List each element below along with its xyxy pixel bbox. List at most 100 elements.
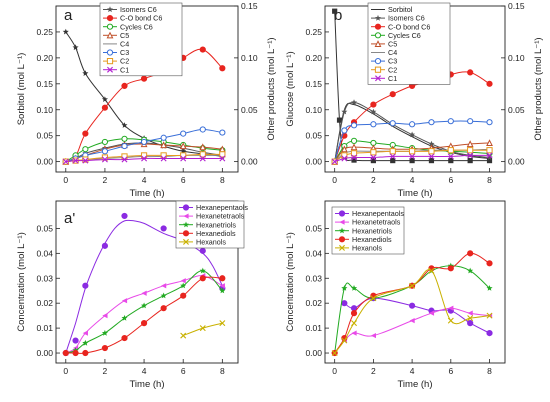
legend-marker [374, 40, 382, 47]
legend-label: Cycles C6 [388, 31, 421, 40]
data-point [141, 302, 148, 309]
legend-label: C5 [388, 40, 397, 49]
x-tick-label: 2 [103, 175, 108, 185]
data-point [351, 154, 358, 161]
legend-marker [338, 236, 346, 243]
data-point [101, 96, 108, 102]
data-point [82, 339, 89, 346]
legend-label: C3 [120, 48, 129, 57]
data-point [180, 282, 187, 289]
data-point [409, 318, 415, 324]
y-tick-label: 0.02 [36, 298, 53, 308]
y-tick-label: 0.01 [36, 323, 53, 333]
data-point [428, 310, 435, 316]
data-point [199, 46, 206, 53]
data-point [340, 145, 348, 153]
panel-label: a' [64, 210, 75, 227]
y-tick-label: 0.03 [36, 273, 53, 283]
y-tick-label: 0.20 [36, 53, 53, 63]
data-point [332, 8, 338, 14]
legend-marker [339, 244, 345, 251]
y-tick-label: 0.05 [36, 131, 53, 141]
data-point [448, 157, 454, 164]
data-point [101, 104, 109, 111]
data-point [82, 156, 89, 163]
data-point [199, 247, 206, 254]
legend-item: Isomers C6 [103, 5, 157, 14]
legend-label: Sorbitol [388, 5, 413, 14]
data-point [219, 65, 226, 72]
data-point [101, 242, 109, 249]
data-point [350, 137, 358, 144]
data-point [370, 154, 377, 161]
legend-item: C-O bond C6 [371, 22, 430, 31]
legend-item: C1 [371, 74, 397, 83]
x-tick-label: 0 [63, 175, 68, 185]
data-point [199, 155, 206, 162]
data-point [121, 82, 128, 89]
series-line [65, 142, 223, 163]
data-point [466, 140, 474, 148]
y2-tick-label: 0.05 [241, 105, 258, 115]
data-point [341, 300, 348, 307]
series-line [65, 48, 223, 163]
y-tick-label: 0.03 [305, 273, 322, 283]
data-point [199, 151, 206, 158]
data-point [351, 157, 357, 163]
legend-label: Hexanols [196, 238, 226, 247]
data-point [82, 349, 89, 357]
legend-label: Hexanediols [352, 235, 392, 244]
x-tick-label: 0 [63, 366, 68, 376]
data-point [467, 267, 474, 274]
legend-item: C-O bond C6 [103, 14, 162, 23]
data-point [447, 317, 454, 324]
legend-item: C3 [371, 57, 397, 66]
data-point [409, 157, 415, 164]
data-point [486, 119, 493, 126]
x-tick-label: 6 [181, 175, 186, 185]
y2-tick-label: 0.05 [508, 105, 525, 115]
data-point [350, 143, 358, 151]
legend-marker [339, 227, 345, 234]
legend-item: C5 [371, 40, 397, 49]
data-point [486, 154, 493, 161]
legend-marker [182, 230, 190, 237]
data-point [180, 130, 187, 137]
data-point [467, 118, 474, 125]
legend-item: C4 [371, 48, 397, 57]
data-point [467, 147, 474, 154]
y-tick-label: 0.05 [305, 131, 322, 141]
panel-a2: 0 2 4 6 8 0.00 0.01 0.02 0.03 0.04 0.05 Time (h) Con… [16, 200, 248, 390]
y-axis-label: Concentration (mol L⁻¹) [285, 232, 296, 332]
series-c2 [331, 147, 493, 165]
data-point [160, 134, 167, 141]
legend-label: C5 [120, 31, 129, 40]
data-point [428, 148, 435, 155]
data-point [180, 155, 187, 162]
data-point [467, 320, 474, 327]
data-point [82, 157, 89, 164]
legend-item: Hexanetetraols [335, 218, 401, 227]
data-point [72, 44, 79, 51]
data-point [219, 129, 226, 136]
legend-item: Hexanetetraols [179, 212, 245, 221]
data-point [389, 120, 396, 127]
legend-item: C1 [103, 65, 129, 74]
data-point [199, 325, 206, 332]
legend-item: Hexanetriols [335, 226, 392, 235]
data-point [350, 150, 358, 157]
data-point [101, 329, 108, 336]
data-point [486, 80, 493, 87]
series-line [65, 31, 223, 157]
legend-marker [107, 6, 113, 13]
data-point [179, 142, 187, 150]
y-tick-label: 0.00 [305, 157, 322, 167]
series-hexanols [331, 267, 493, 357]
data-point [341, 108, 348, 115]
data-point [121, 334, 128, 342]
series-line [65, 157, 223, 163]
y2-axis-label: Other products (mol L⁻¹) [533, 37, 544, 140]
data-point [389, 153, 396, 160]
data-point [486, 285, 493, 291]
data-point [331, 158, 338, 165]
